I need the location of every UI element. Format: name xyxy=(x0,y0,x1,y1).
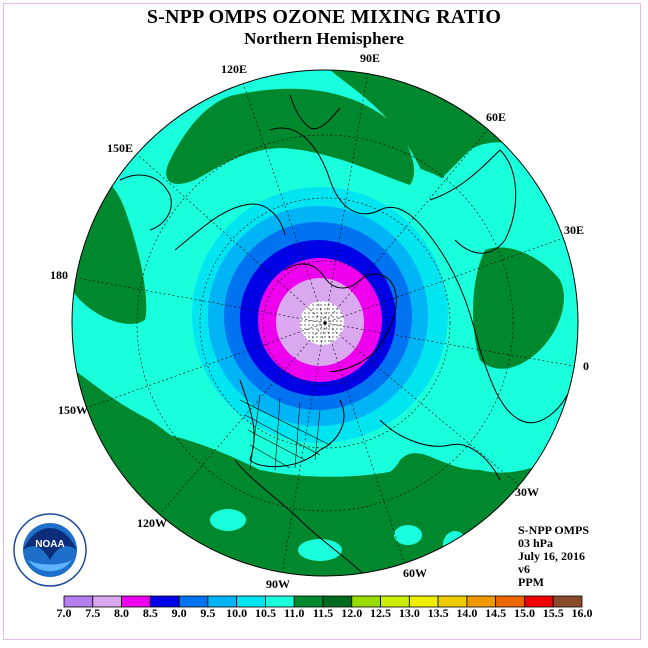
color-scale-tick-label: 8.0 xyxy=(114,606,130,620)
lon-label-0: 0 xyxy=(583,359,589,373)
color-scale-tick-label: 9.0 xyxy=(171,606,187,620)
map-boundary xyxy=(71,69,579,577)
info-version: v6 xyxy=(518,562,530,576)
info-date: July 16, 2016 xyxy=(518,549,586,563)
contour-blob xyxy=(394,525,422,545)
color-scale-tick-label: 10.5 xyxy=(254,606,276,620)
info-instrument: S-NPP OMPS xyxy=(518,523,589,537)
color-scale-tick-label: 14.5 xyxy=(485,606,507,620)
contour-blob xyxy=(298,539,342,561)
lon-label-60w: 60W xyxy=(403,566,427,580)
info-level: 03 hPa xyxy=(518,536,554,550)
lon-label-90e: 90E xyxy=(360,51,381,65)
product-info: S-NPP OMPS 03 hPa July 16, 2016 v6 PPM xyxy=(518,524,589,589)
lon-label-60e: 60E xyxy=(486,110,507,124)
lon-label-30e: 30E xyxy=(564,223,585,237)
page-frame xyxy=(3,3,641,640)
lon-label-180: 180 xyxy=(50,268,68,282)
contour-band-11-0-arctic xyxy=(166,88,415,185)
lon-label-30w: 30W xyxy=(515,485,539,499)
lon-label-150w: 150W xyxy=(58,403,88,417)
color-scale-tick-label: 7.0 xyxy=(56,606,72,620)
color-scale-tick-label: 13.0 xyxy=(398,606,420,620)
color-scale-swatch xyxy=(552,595,583,608)
lon-label-120e: 120E xyxy=(221,62,248,76)
color-scale-tick-label: 13.5 xyxy=(427,606,449,620)
color-scale-tick-label: 15.0 xyxy=(513,606,535,620)
info-units: PPM xyxy=(518,575,544,589)
contour-band-11-0-europe xyxy=(473,247,564,369)
contour-blob xyxy=(210,509,246,531)
noaa-logo: NOAA xyxy=(13,513,87,587)
color-scale-tick-label: 15.5 xyxy=(542,606,564,620)
color-scale-tick-label: 11.0 xyxy=(284,606,305,620)
noaa-logo-text: NOAA xyxy=(35,539,64,550)
lon-label-150e: 150E xyxy=(107,141,134,155)
color-scale-tick-label: 8.5 xyxy=(142,606,158,620)
graticule xyxy=(72,70,578,575)
lon-label-120w: 120W xyxy=(137,516,167,530)
color-scale-tick-label: 12.5 xyxy=(370,606,392,620)
us-state-lines xyxy=(239,394,331,471)
polar-data-gap-dots xyxy=(300,301,344,345)
lon-label-90w: 90W xyxy=(266,577,290,591)
color-scale-tick-label: 12.0 xyxy=(341,606,363,620)
map-title: S-NPP OMPS OZONE MIXING RATIO xyxy=(146,6,502,28)
color-scale-tick-label: 16.0 xyxy=(571,606,593,620)
color-scale-tick-label: 7.5 xyxy=(85,606,101,620)
color-scale-tick-label: 11.5 xyxy=(312,606,334,620)
map-subtitle: Northern Hemisphere xyxy=(244,29,404,48)
color-scale-tick-label: 10.0 xyxy=(226,606,248,620)
color-scale-tick-label: 14.0 xyxy=(456,606,478,620)
color-scale-tick-label: 9.5 xyxy=(200,606,216,620)
